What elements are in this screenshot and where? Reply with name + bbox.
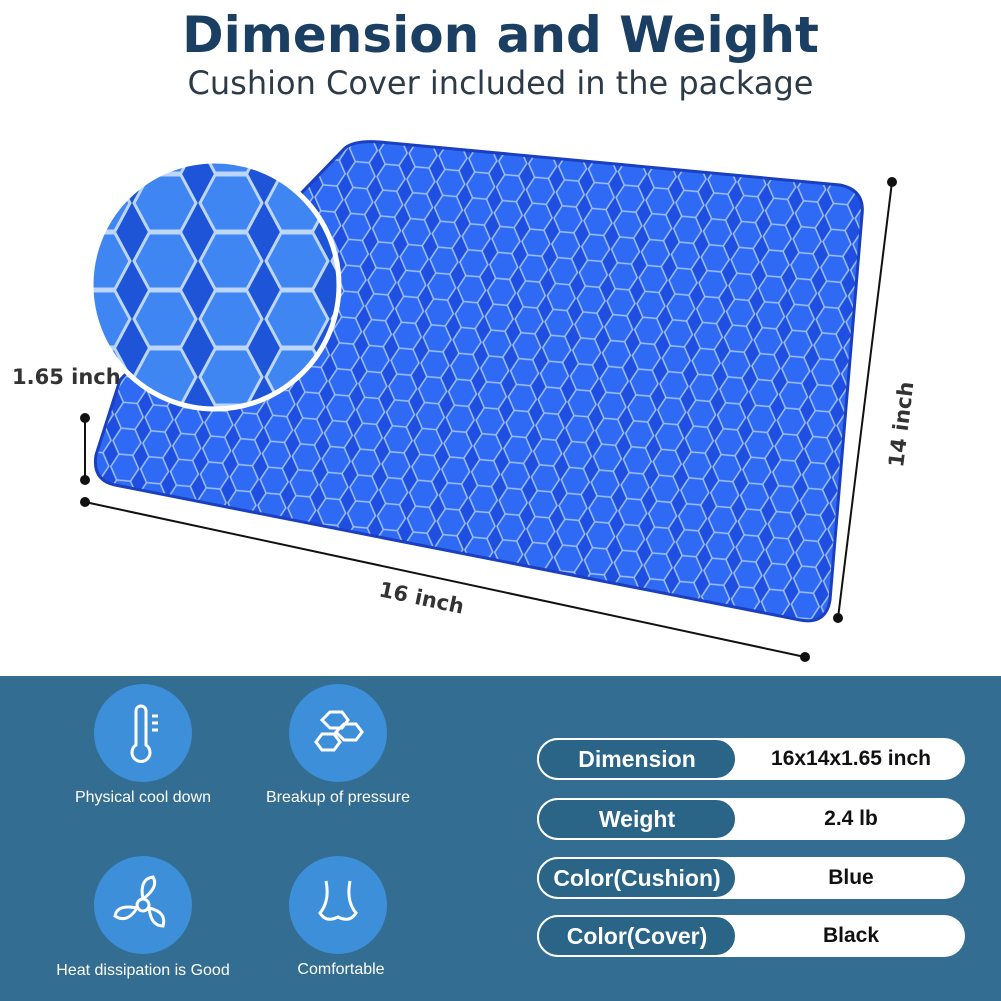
depth-label: 14 inch (884, 380, 918, 468)
feature-label: Comfortable (297, 961, 385, 978)
subtitle: Cushion Cover included in the package (187, 64, 814, 102)
spec-row: Black Color(Cover) (537, 915, 965, 957)
feature-label: Breakup of pressure (265, 789, 411, 806)
icon-glyphs (113, 704, 364, 928)
spec-row: 2.4 lb Weight (537, 798, 965, 840)
spec-value: Black (822, 924, 880, 947)
spec-label: Color(Cushion) (537, 857, 737, 899)
feature-label: Heat dissipation is Good (56, 962, 230, 979)
spec-value: 2.4 lb (824, 807, 878, 830)
spec-value: Blue (828, 866, 874, 889)
spec-row: Blue Color(Cushion) (537, 857, 965, 899)
spec-label: Weight (537, 798, 737, 840)
spec-value: 16x14x1.65 inch (771, 747, 931, 770)
width-label: 16 inch (377, 577, 466, 618)
spec-label: Color(Cover) (537, 915, 737, 957)
feature-label: Physical cool down (74, 789, 212, 806)
spec-label: Dimension (537, 738, 737, 780)
title: Dimension and Weight (182, 6, 819, 64)
height-label: 1.65 inch (12, 365, 121, 389)
spec-row: 16x14x1.65 inch Dimension (537, 738, 965, 780)
feature-panel: Physical cool down Breakup of pressure H… (0, 676, 1001, 1001)
zoom-detail (91, 161, 339, 409)
dimension-lines (80, 177, 897, 662)
product-image: 1.65 inch 16 inch 14 inch (12, 140, 918, 662)
zoom-ring (88, 158, 342, 412)
feature-icons (94, 684, 387, 954)
